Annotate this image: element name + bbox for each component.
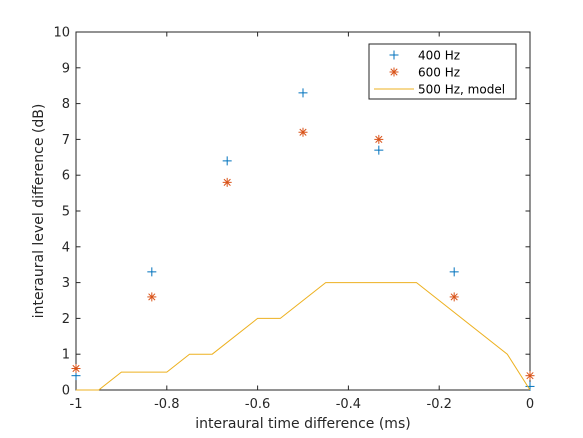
series-2 <box>76 282 531 391</box>
y-tick-label: 8 <box>62 97 70 112</box>
data-point <box>222 156 232 166</box>
x-axis-label: interaural time difference (ms) <box>195 416 410 432</box>
data-point <box>449 267 459 277</box>
data-point <box>449 292 459 302</box>
x-tick-label: -0.8 <box>154 397 179 412</box>
data-point <box>71 364 81 374</box>
asterisk-marker-d2 <box>72 364 80 373</box>
x-tick-label: -1 <box>70 397 83 412</box>
y-tick-label: 10 <box>53 26 70 41</box>
data-point <box>222 177 232 187</box>
legend-label: 600 Hz <box>418 66 460 80</box>
x-tick-label: -0.2 <box>427 397 452 412</box>
asterisk-marker-d2 <box>148 293 156 301</box>
data-point <box>298 127 308 137</box>
legend-entry: 400 Hz <box>389 49 460 63</box>
x-tick-label: -0.4 <box>336 397 361 412</box>
data-point <box>147 292 157 302</box>
x-tick-label: -0.6 <box>245 397 270 412</box>
data-point <box>147 267 157 277</box>
data-point <box>374 134 384 144</box>
y-tick-label: 5 <box>62 205 70 220</box>
series-0 <box>71 88 535 391</box>
y-tick-label: 3 <box>62 276 70 291</box>
asterisk-marker-d2 <box>375 135 383 143</box>
y-tick-label: 6 <box>62 169 70 184</box>
legend-entry: 500 Hz, model <box>374 83 505 97</box>
legend-entry: 600 Hz <box>389 66 460 80</box>
asterisk-marker-d2 <box>390 68 398 76</box>
x-tick-label: 0 <box>526 397 534 412</box>
asterisk-marker-d2 <box>223 178 231 186</box>
y-tick-label: 4 <box>62 240 70 255</box>
asterisk-marker-d2 <box>450 293 458 301</box>
y-axis-label: interaural level difference (dB) <box>31 104 47 319</box>
series-layer <box>71 88 535 391</box>
data-point <box>525 371 535 381</box>
legend: 400 Hz 600 Hz 500 Hz, model <box>368 43 517 100</box>
y-tick-label: 9 <box>62 61 70 76</box>
legend-label: 400 Hz <box>418 49 460 63</box>
y-tick-label: 0 <box>62 384 70 399</box>
y-tick-label: 2 <box>62 312 70 327</box>
data-point <box>374 145 384 155</box>
asterisk-marker-d2 <box>299 128 307 136</box>
model-line <box>76 282 531 391</box>
data-point <box>298 88 308 98</box>
series-1 <box>71 127 535 381</box>
y-axis: 0 1 2 3 4 5 6 7 8 9 10 <box>53 26 530 399</box>
legend-label: 500 Hz, model <box>418 83 505 97</box>
asterisk-marker-d2 <box>526 372 534 380</box>
y-tick-label: 7 <box>62 133 70 148</box>
y-tick-label: 1 <box>62 348 70 363</box>
